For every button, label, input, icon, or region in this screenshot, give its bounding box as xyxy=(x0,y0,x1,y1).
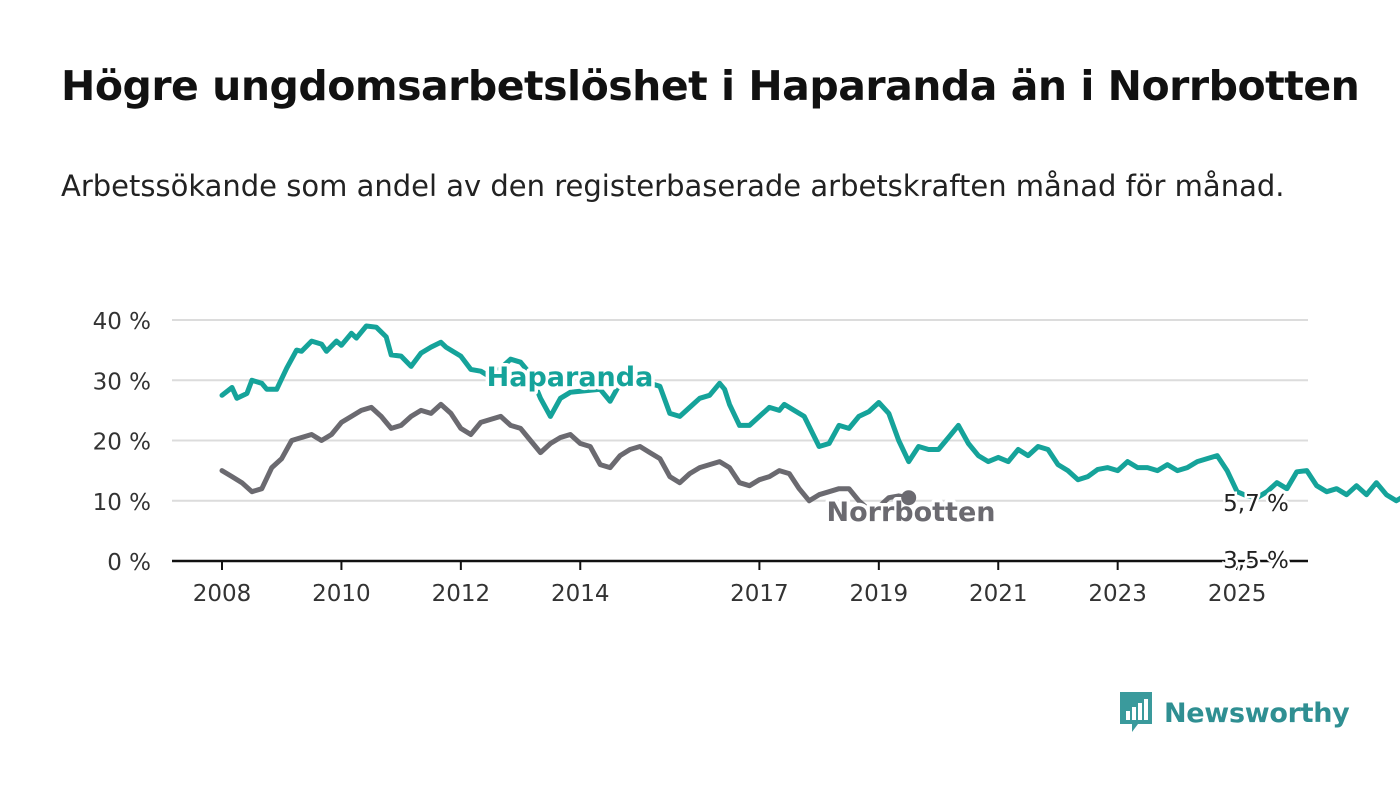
chart-subtitle: Arbetssökande som andel av den registerb… xyxy=(61,169,1285,203)
x-tick-label: 2021 xyxy=(969,581,1028,607)
end-value-label-haparanda: 5,7 % xyxy=(1223,491,1289,517)
end-value-label-norrbotten: 3,5 % xyxy=(1223,548,1289,574)
end-marker-norrbotten xyxy=(901,490,917,506)
x-tick-label: 2010 xyxy=(312,581,371,607)
series-label-haparanda: Haparanda xyxy=(487,362,654,393)
y-tick-label: 10 % xyxy=(93,490,151,516)
x-tick-label: 2012 xyxy=(432,581,491,607)
x-tick-label: 2008 xyxy=(193,581,252,607)
y-tick-label: 40 % xyxy=(93,309,151,335)
x-tick-label: 2019 xyxy=(850,581,909,607)
series-line-norrbotten xyxy=(219,401,912,513)
y-tick-label: 30 % xyxy=(93,369,151,395)
bar-chart-speech-icon xyxy=(1120,692,1152,732)
y-tick-label: 0 % xyxy=(107,550,151,576)
x-tick-label: 2023 xyxy=(1088,581,1147,607)
chart-title: Högre ungdomsarbetslöshet i Haparanda än… xyxy=(61,62,1360,110)
series-lines xyxy=(219,323,1400,513)
y-axis-tick-labels: 0 % 10 % 20 % 30 % 40 % xyxy=(93,309,151,576)
series-line-haparanda xyxy=(219,323,1400,504)
x-tick-label: 2025 xyxy=(1208,581,1267,607)
grid-lines xyxy=(172,319,1308,502)
newsworthy-logo: Newsworthy xyxy=(1118,690,1350,736)
brand-name: Newsworthy xyxy=(1164,697,1350,729)
y-tick-label: 20 % xyxy=(93,430,151,456)
x-tick-label: 2014 xyxy=(551,581,610,607)
x-axis: 2008 2010 2012 2014 2017 2019 2021 2023 2025 xyxy=(172,559,1308,607)
x-tick-label: 2017 xyxy=(730,581,789,607)
